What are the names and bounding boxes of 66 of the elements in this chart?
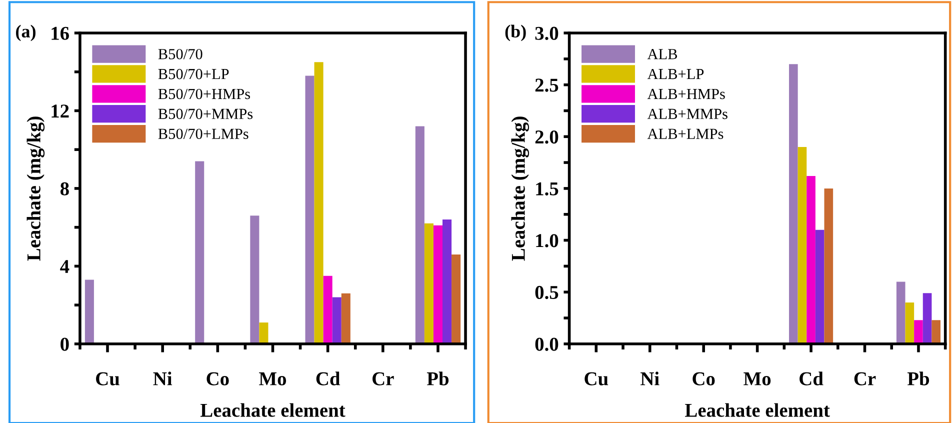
legend-label: ALB+HMPs [647,88,725,100]
bar [442,220,452,344]
bar [424,223,434,344]
bar [314,62,324,344]
y-tick-label: 1.0 [536,234,558,248]
bar [305,76,314,344]
x-axis-title: Leachate element [685,403,830,417]
bar [789,64,798,344]
bar [341,293,350,344]
x-tick-label: Co [692,372,715,386]
x-tick-label: Ni [640,372,660,386]
x-axis-title: Leachate element [200,403,346,417]
legend-label: ALB+LMPs [647,128,724,140]
x-tick-label: Cr [372,372,394,386]
bar [798,146,807,344]
bar [332,297,342,344]
bar [433,225,443,344]
legend-label: ALB+MMPs [647,108,728,120]
y-tick-label: 16 [52,26,69,40]
legend-label: ALB+LP [647,68,704,80]
bar [259,322,268,344]
y-tick-label: 1.5 [536,182,558,196]
x-tick-label: Ni [153,372,172,386]
y-tick-label: 0 [60,338,69,351]
bar [905,302,914,344]
y-axis-title: Leachate (mg/kg) [511,116,530,261]
chart-title: (b) [505,24,526,42]
bar [815,230,824,344]
x-tick-label: Cd [316,372,340,386]
y-tick-label: 2.0 [535,130,558,144]
y-tick-label: 12 [52,104,69,118]
legend-label: B50/70 [158,48,202,60]
bar [896,282,906,344]
bar [914,320,923,344]
bar [932,320,940,344]
x-tick-label: Cu [96,372,120,386]
y-tick-label: 8 [60,182,69,196]
bar [824,188,834,344]
legend-label: B50/70+HMPs [158,88,250,100]
x-tick-label: Cu [584,372,608,386]
bar [806,176,816,344]
y-tick-label: 4 [60,260,70,273]
bar [922,293,932,344]
legend-label: B50/70+MMPs [158,108,253,120]
bar [250,216,260,344]
y-tick-label: 2.5 [535,78,558,92]
x-tick-label: Mo [744,372,771,386]
x-tick-label: Cr [854,372,876,386]
x-tick-label: Pb [426,372,449,386]
bar [84,280,94,344]
y-tick-label: 0.0 [535,338,558,351]
bar [323,276,332,344]
bar [195,161,204,344]
legend-label: B50/70+LMPs [158,128,248,140]
chart-title: (a) [16,24,36,42]
x-tick-label: Cd [800,372,824,386]
x-tick-label: Co [206,372,229,386]
y-axis-title: Leachate (mg/kg) [26,116,45,261]
legend-label: ALB [647,49,678,60]
legend-label: B50/70+LP [158,68,229,80]
bar [415,126,424,344]
x-tick-label: Mo [259,372,286,386]
x-tick-label: Pb [907,372,930,386]
y-tick-label: 0.5 [535,286,558,300]
y-tick-label: 3.0 [535,26,558,40]
bar [452,254,461,344]
